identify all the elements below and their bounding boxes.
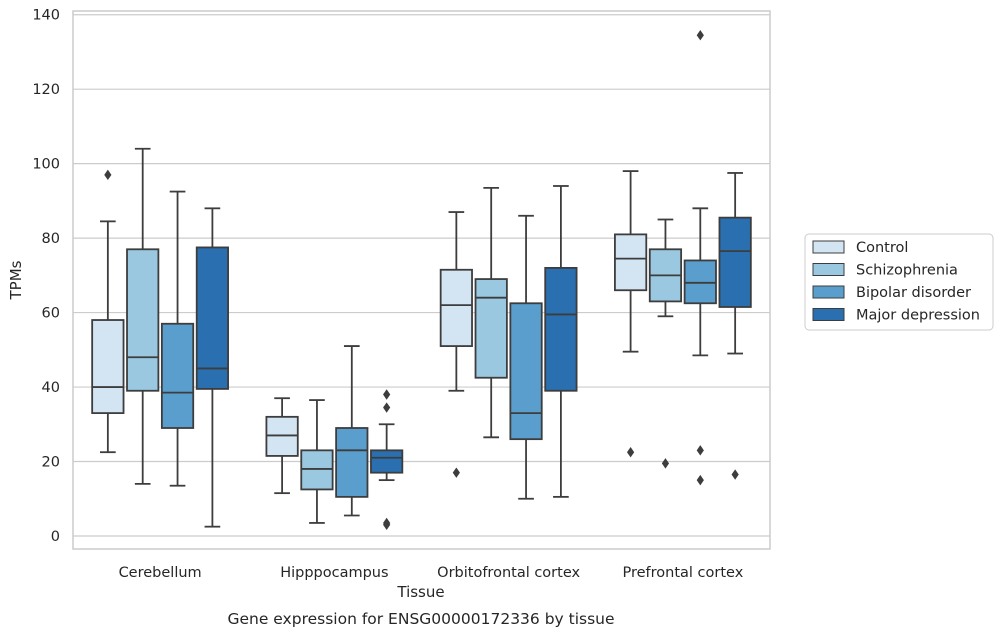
legend-label: Control (856, 240, 908, 256)
y-tick-label: 0 (51, 529, 60, 545)
outlier-point (731, 469, 739, 480)
box-2-1 (474, 186, 508, 439)
x-tick-label: Orbitofrontal cortex (437, 565, 580, 581)
legend-frame (804, 233, 994, 331)
outlier-point (452, 467, 460, 478)
y-tick-label: 100 (32, 157, 60, 173)
iqr-box (160, 322, 195, 429)
box-0-2 (160, 190, 195, 487)
legend-swatch (812, 308, 845, 321)
box-3-2 (683, 30, 717, 486)
outlier-point (383, 389, 391, 400)
iqr-box (265, 415, 299, 457)
iqr-box (300, 449, 334, 491)
legend-swatch (812, 263, 845, 276)
outlier-point (696, 30, 704, 41)
iqr-box (439, 268, 473, 347)
iqr-box (335, 427, 369, 498)
box-1-0 (265, 397, 299, 495)
outlier-point (627, 446, 635, 458)
box-0-1 (126, 147, 160, 485)
iqr-box (683, 259, 717, 305)
outlier-point (696, 474, 704, 486)
box-1-2 (335, 345, 369, 517)
outlier-point (696, 445, 704, 456)
iqr-box (370, 449, 404, 474)
box-3-1 (648, 218, 683, 469)
box-3-3 (718, 172, 752, 480)
y-tick-label: 40 (42, 380, 60, 396)
x-tick-label: Prefrontal cortex (622, 565, 743, 581)
iqr-box (614, 233, 648, 292)
x-tick-labels: Cerebellum Hipppocampus Orbitofrontal cort… (119, 565, 744, 581)
box-0-0 (91, 169, 125, 454)
x-tick-label: Cerebellum (119, 565, 202, 581)
iqr-box (474, 278, 508, 379)
x-axis-label: Tissue (396, 583, 444, 601)
box-2-0 (439, 211, 473, 478)
box-1-1 (300, 399, 334, 524)
iqr-box (718, 216, 752, 308)
legend-swatch (812, 240, 845, 254)
box-2-3 (544, 185, 578, 498)
outlier-point (383, 519, 391, 530)
box-0-3 (195, 207, 229, 528)
y-tick-label: 60 (42, 306, 60, 322)
y-tick-labels: 0 20 40 60 80 100 120 140 (32, 8, 60, 545)
box-groups (91, 30, 752, 530)
box-1-3 (370, 389, 404, 530)
legend-swatch (812, 285, 845, 299)
y-axis-label: TPMs (7, 260, 25, 300)
legend-label: Major depression (856, 308, 980, 324)
iqr-box (195, 246, 229, 390)
chart-caption: Gene expression for ENSG00000172336 by t… (227, 610, 614, 628)
iqr-box (91, 319, 125, 415)
outlier-point (104, 169, 112, 181)
y-tick-label: 120 (32, 82, 60, 98)
iqr-box (126, 248, 160, 392)
outlier-point (383, 402, 391, 413)
box-2-2 (509, 214, 543, 500)
box-3-0 (614, 170, 648, 458)
legend-label: Bipolar disorder (856, 285, 971, 301)
outlier-point (661, 458, 670, 469)
iqr-box (509, 302, 543, 441)
legend-label: Schizophrenia (856, 263, 958, 279)
plot-frame (72, 10, 771, 550)
y-tick-label: 80 (42, 231, 60, 247)
y-tick-label: 140 (32, 8, 60, 24)
y-tick-label: 20 (42, 455, 60, 471)
legend: Control Schizophrenia Bipolar disorder Majo… (804, 233, 994, 331)
iqr-box (544, 266, 578, 392)
x-tick-label: Hipppocampus (280, 565, 388, 581)
